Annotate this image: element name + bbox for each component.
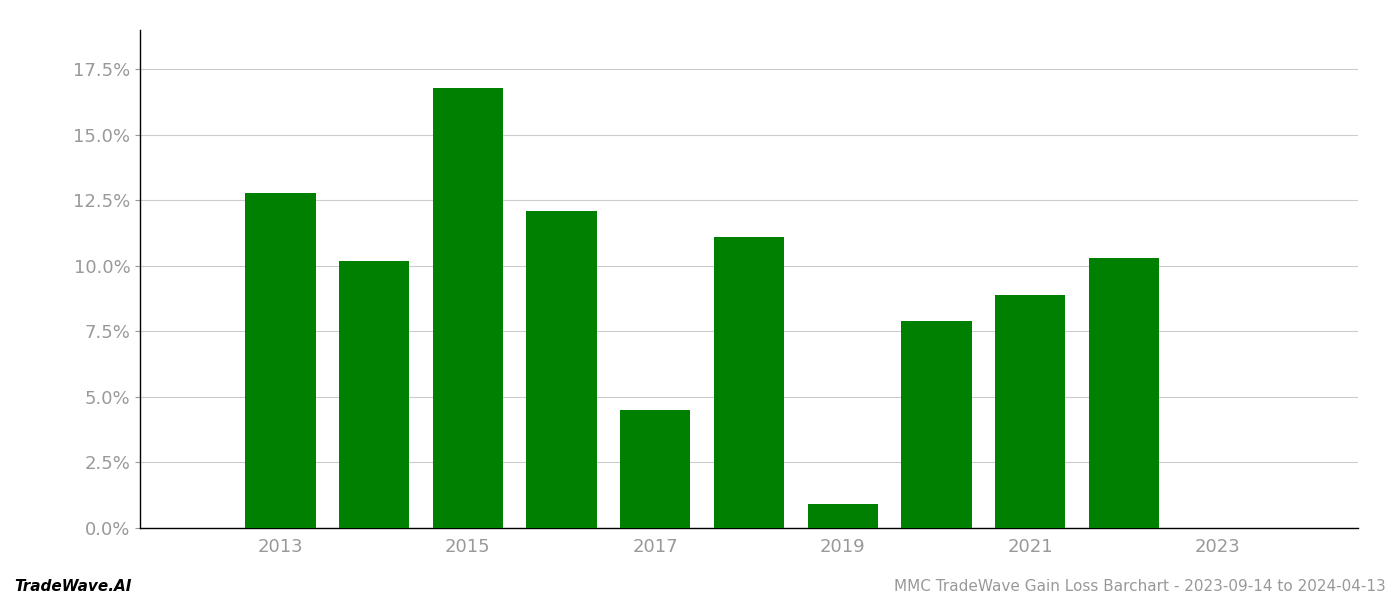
Bar: [995, 295, 1065, 528]
Text: TradeWave.AI: TradeWave.AI: [14, 579, 132, 594]
Bar: [620, 410, 690, 528]
Bar: [526, 211, 596, 528]
Bar: [1089, 258, 1159, 528]
Bar: [808, 505, 878, 528]
Bar: [433, 88, 503, 528]
Bar: [339, 260, 409, 528]
Bar: [902, 321, 972, 528]
Bar: [714, 237, 784, 528]
Bar: [245, 193, 315, 528]
Text: MMC TradeWave Gain Loss Barchart - 2023-09-14 to 2024-04-13: MMC TradeWave Gain Loss Barchart - 2023-…: [895, 579, 1386, 594]
